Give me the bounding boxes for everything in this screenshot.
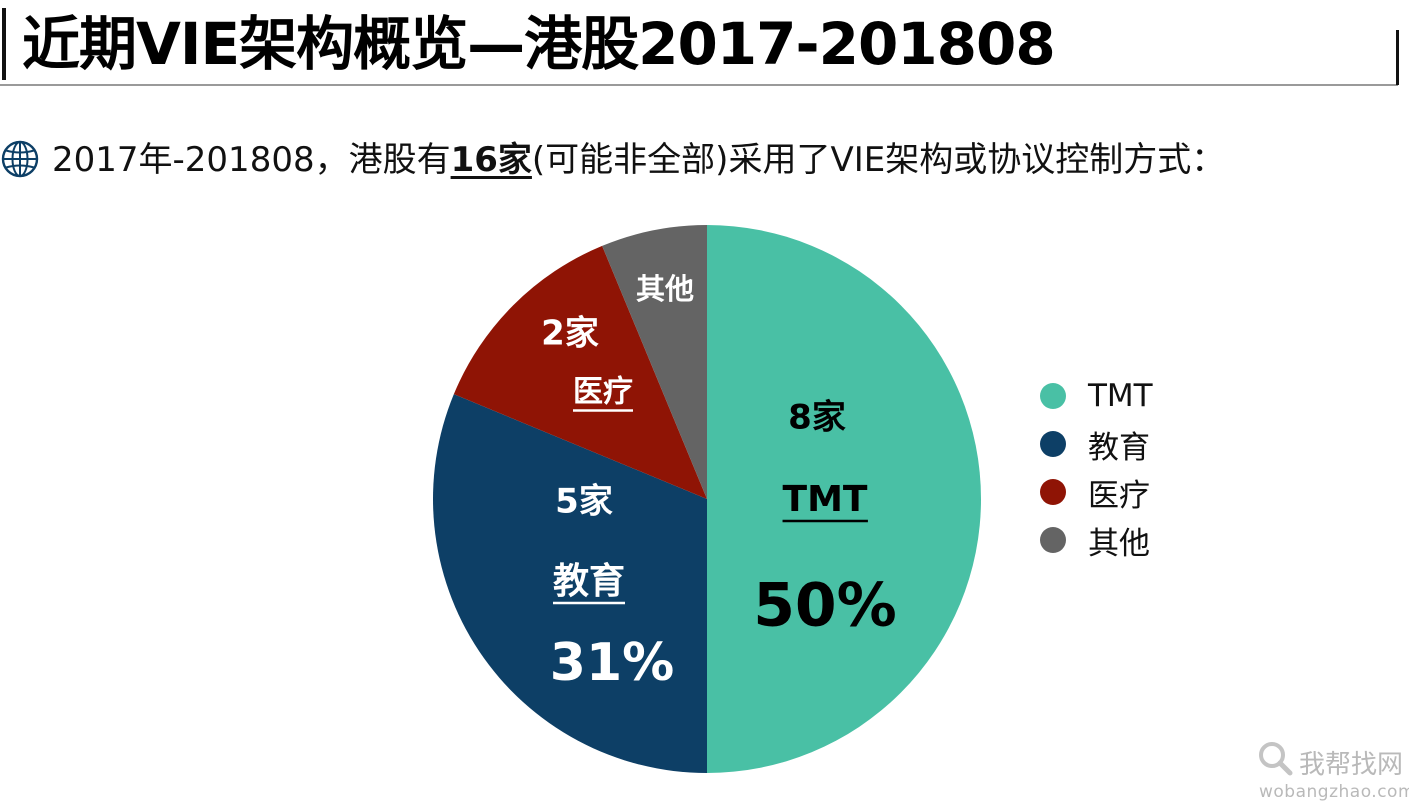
title-divider: [0, 84, 1398, 86]
page-title: 近期VIE架构概览—港股2017-201808: [22, 10, 1056, 78]
legend-label: 其他: [1088, 525, 1150, 562]
subtitle-prefix: 2017年-201808，港股有: [52, 140, 451, 180]
watermark-cn: 我帮找网: [1299, 750, 1404, 780]
legend-label: TMT: [1088, 378, 1153, 414]
subtitle: 2017年-201808，港股有16家(可能非全部)采用了VIE架构或协议控制方…: [0, 132, 1225, 188]
watermark-en: wobangzhao.com: [1259, 782, 1409, 802]
legend-swatch: [1040, 431, 1066, 457]
legend-label: 教育: [1088, 429, 1150, 466]
legend-label: 医疗: [1088, 477, 1150, 514]
legend: TMT 教育医疗其他: [1040, 372, 1153, 564]
right-edge-mark: [1396, 30, 1399, 85]
slice-percent-label-教育: 31%: [550, 633, 674, 693]
slice-name-label-其他: 其他: [636, 272, 694, 306]
subtitle-emphasis: 16家: [450, 140, 532, 180]
legend-swatch: [1040, 383, 1066, 409]
legend-item-tmt: TMT: [1040, 372, 1153, 420]
legend-swatch: [1040, 479, 1066, 505]
pie-slice-其他: [602, 225, 707, 499]
magnifier-icon: [1259, 742, 1293, 776]
title-bar: 近期VIE架构概览—港股2017-201808: [0, 0, 1400, 86]
slice-name-label-教育: 教育: [553, 561, 625, 602]
legend-item-其他: 其他: [1040, 516, 1153, 564]
legend-item-医疗: 医疗: [1040, 468, 1153, 516]
pie-slice-教育: [433, 394, 707, 773]
slice-count-label-tmt: 8家: [788, 398, 846, 438]
legend-item-教育: 教育: [1040, 420, 1153, 468]
subtitle-suffix: (可能非全部)采用了VIE架构或协议控制方式：: [531, 140, 1226, 180]
slice-percent-label-tmt: 50%: [753, 571, 897, 641]
pie-slice-tmt: [707, 225, 981, 773]
slice-count-label-教育: 5家: [555, 482, 613, 522]
slice-name-label-tmt: TMT: [783, 479, 868, 520]
title-accent-bar: [2, 8, 6, 80]
legend-swatch: [1040, 527, 1066, 553]
pie-slices: [433, 225, 981, 773]
pie-slice-医疗: [453, 245, 707, 499]
watermark: 我帮找网 wobangzhao.com: [1255, 738, 1409, 808]
slice-name-label-医疗: 医疗: [573, 375, 633, 410]
globe-icon: [1, 140, 39, 178]
slice-count-label-医疗: 2家: [541, 314, 599, 354]
